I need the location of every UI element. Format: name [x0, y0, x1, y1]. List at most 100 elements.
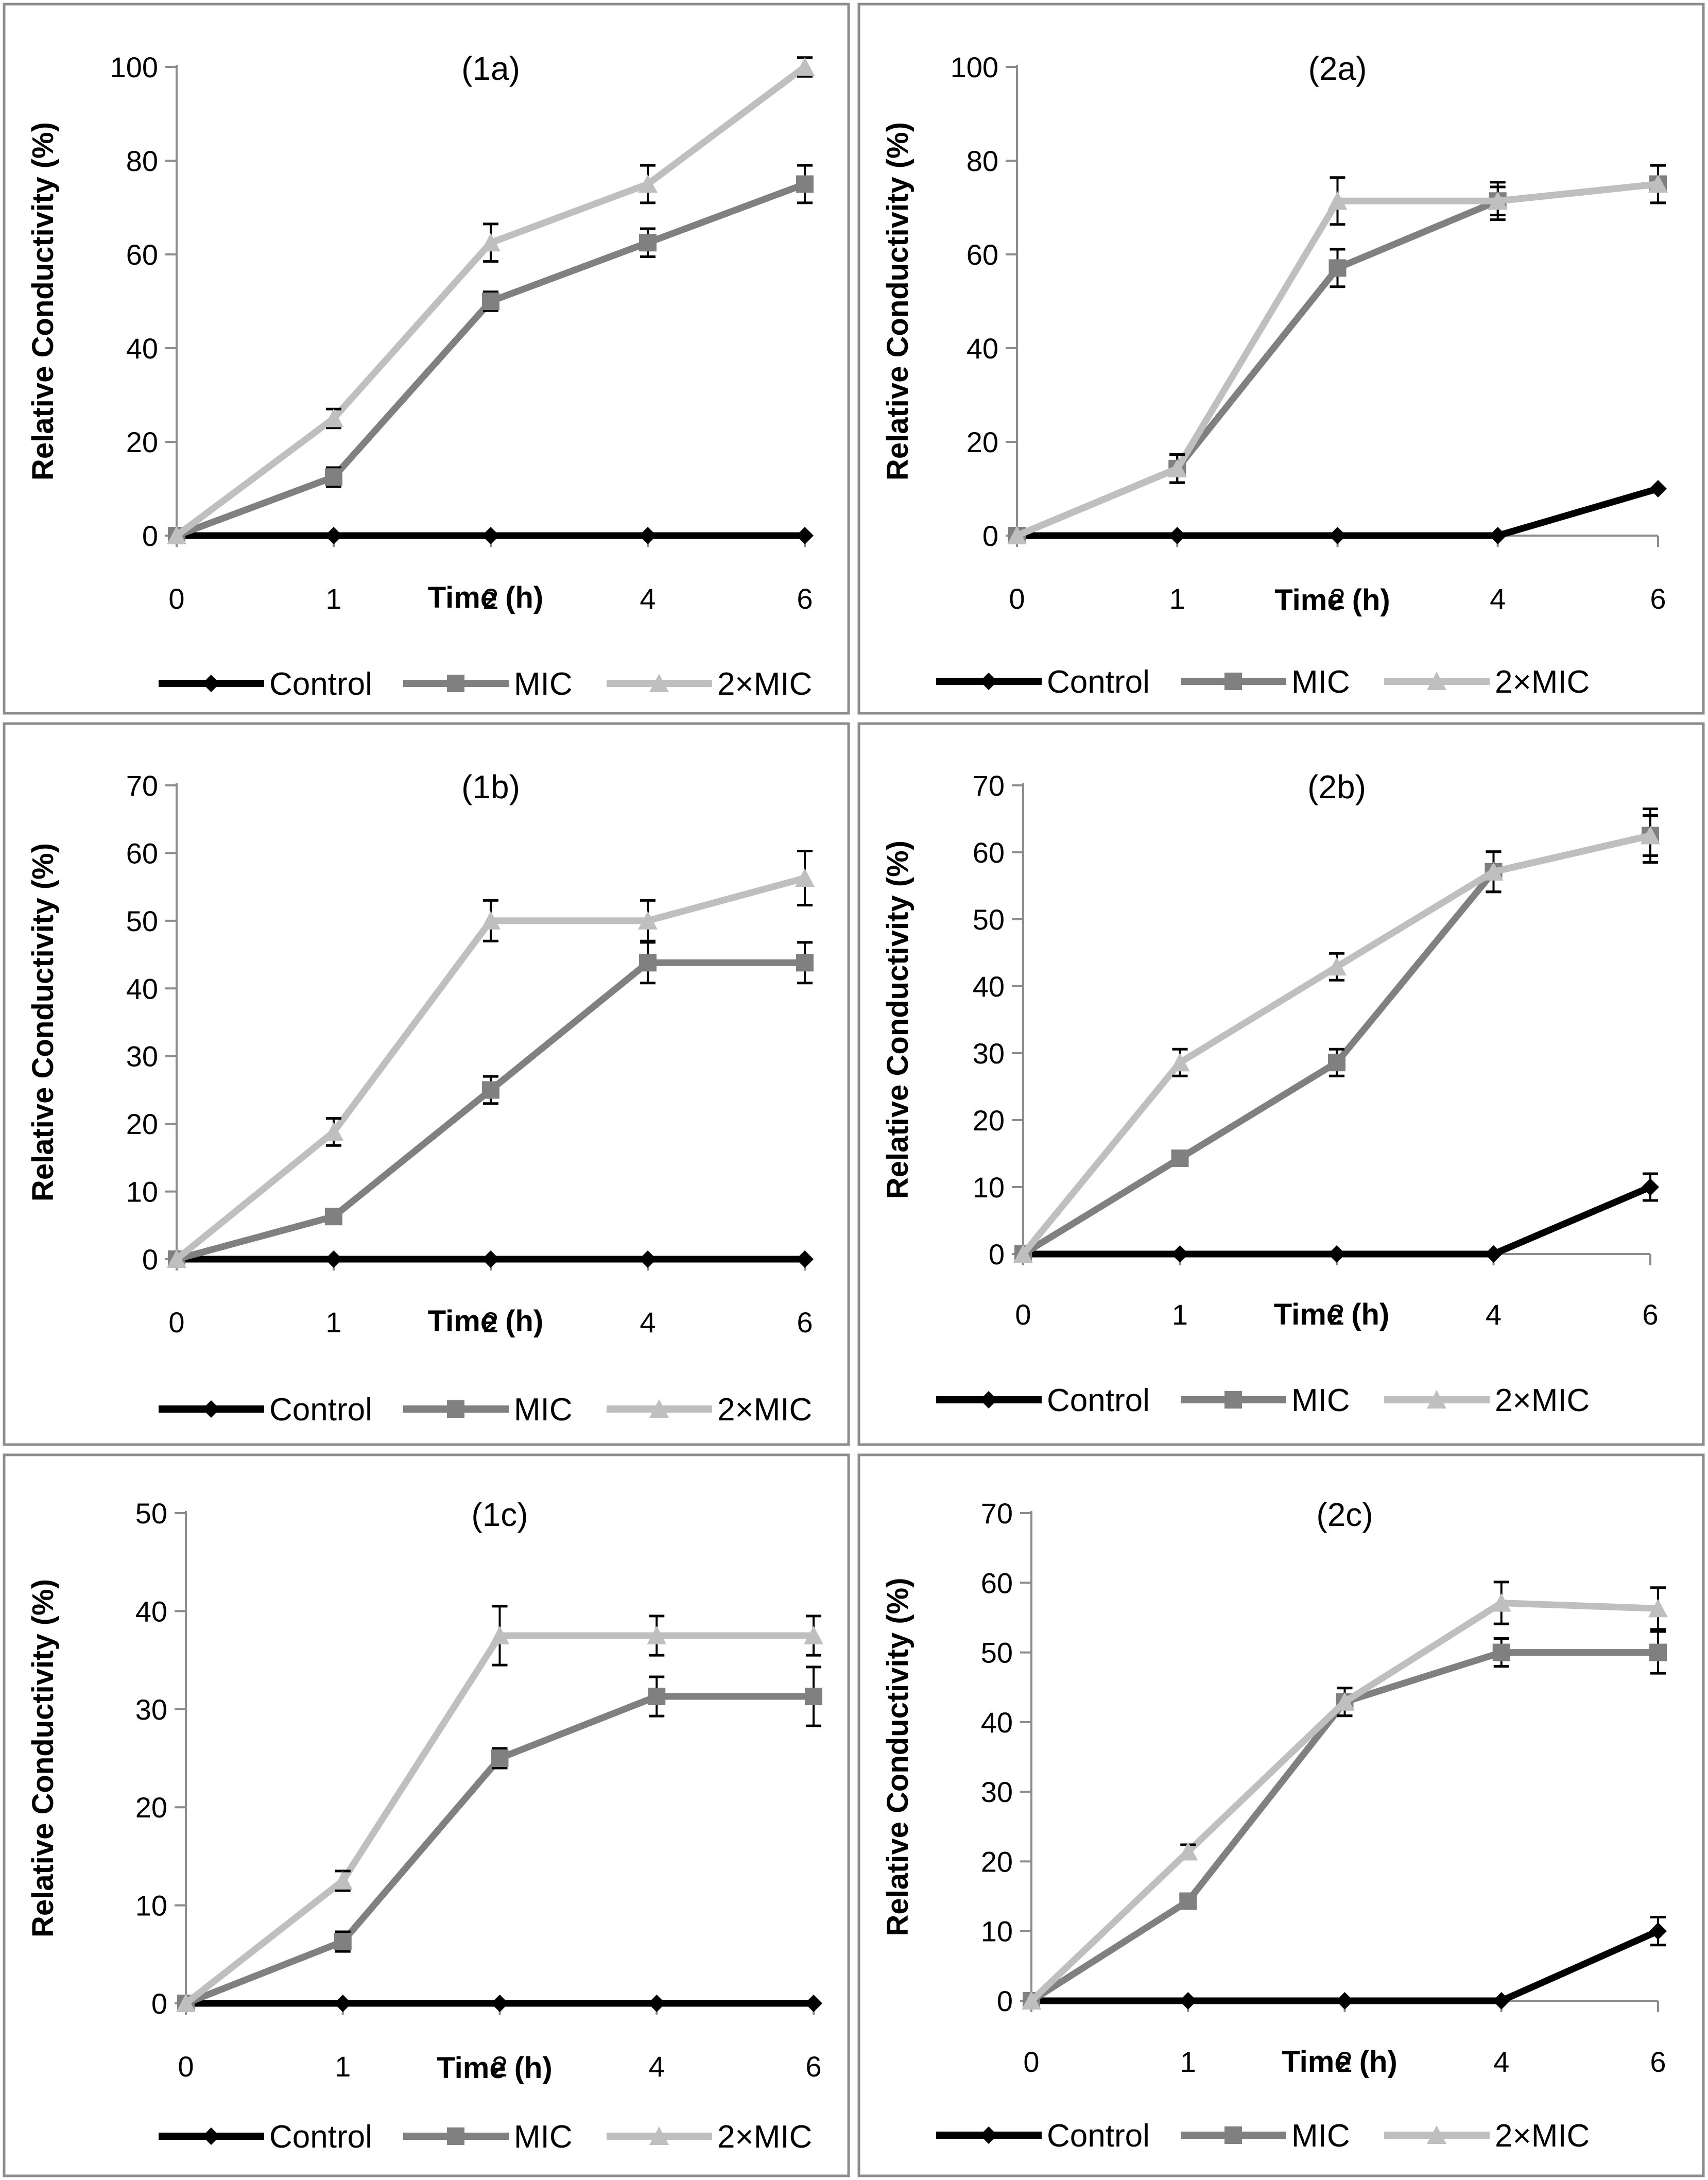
y-tick-label: 10 — [981, 1915, 1013, 1948]
data-point — [482, 1081, 499, 1099]
x-tick-label: 6 — [1642, 1298, 1658, 1331]
legend-marker — [1427, 2125, 1446, 2144]
x-tick-label: 6 — [1650, 2046, 1666, 2078]
data-point — [1641, 826, 1660, 845]
data-point — [1649, 1922, 1667, 1940]
y-tick-label: 50 — [981, 1637, 1013, 1669]
y-tick-label: 20 — [126, 426, 158, 458]
data-point — [647, 1626, 667, 1644]
data-point — [648, 1688, 666, 1706]
y-tick-label: 50 — [973, 903, 1005, 936]
y-tick-label: 40 — [135, 1595, 167, 1627]
chart-title: (1c) — [471, 1496, 528, 1533]
x-tick-label: 2 — [482, 582, 498, 615]
y-tick-label: 100 — [951, 51, 998, 83]
data-point — [1167, 458, 1187, 477]
legend-marker — [202, 1400, 220, 1418]
data-point — [1649, 480, 1667, 497]
data-point — [638, 911, 658, 930]
y-tick-label: 40 — [967, 332, 998, 365]
series-mic — [168, 164, 814, 544]
data-point — [482, 527, 499, 544]
legend-item-mic: MIC — [1181, 1383, 1350, 1418]
legend-item-2xmic: 2×MIC — [1384, 1383, 1590, 1418]
legend-marker — [980, 673, 997, 690]
data-point — [334, 1933, 352, 1951]
data-point — [325, 527, 342, 544]
x-tick-label: 0 — [168, 1306, 184, 1338]
x-tick-label: 6 — [1650, 582, 1666, 615]
x-tick-label: 2 — [1330, 582, 1345, 615]
data-point — [795, 868, 815, 887]
legend-label: 2×MIC — [1495, 664, 1590, 700]
legend-marker — [649, 1399, 669, 1418]
data-point — [167, 526, 186, 544]
y-axis-title: Relative Conductivity (%) — [881, 122, 915, 480]
legend-marker — [1224, 2126, 1242, 2144]
y-tick-label: 100 — [110, 51, 158, 83]
x-tick-label: 0 — [178, 2050, 194, 2083]
x-tick-label: 6 — [797, 1306, 813, 1338]
series-2xmic — [167, 56, 815, 544]
legend-label: Control — [1047, 2118, 1150, 2154]
x-axis-title: Time (h) — [428, 1304, 544, 1338]
y-tick-label: 30 — [973, 1037, 1005, 1070]
data-point — [1178, 1842, 1198, 1861]
series-2xmic — [176, 1605, 823, 2012]
data-point — [1013, 1244, 1033, 1263]
legend-marker — [1427, 672, 1446, 690]
legend-item-control: Control — [936, 664, 1150, 700]
legend-label: 2×MIC — [1495, 1383, 1590, 1418]
legend-item-2xmic: 2×MIC — [1384, 664, 1590, 700]
legend-item-mic: MIC — [1181, 2118, 1350, 2154]
panel-frame — [3, 722, 850, 1446]
y-tick-label: 20 — [973, 1104, 1005, 1137]
legend-item-control: Control — [159, 2119, 372, 2155]
x-tick-label: 1 — [325, 1306, 341, 1338]
legend-marker — [447, 2127, 464, 2145]
series-2xmic — [1007, 164, 1668, 544]
y-tick-label: 40 — [126, 332, 158, 365]
y-tick-label: 20 — [981, 1845, 1013, 1878]
data-point — [1329, 527, 1347, 544]
legend-marker — [1224, 1391, 1242, 1409]
legend-label: 2×MIC — [717, 666, 812, 702]
x-tick-label: 4 — [640, 582, 655, 615]
data-point — [796, 175, 814, 193]
y-tick-label: 10 — [973, 1171, 1005, 1204]
data-point — [482, 1250, 499, 1268]
data-point — [639, 527, 657, 544]
panel-frame — [857, 3, 1705, 715]
y-axis-title: Relative Conductivity (%) — [26, 122, 60, 480]
data-point — [805, 1688, 822, 1706]
x-tick-label: 2 — [1337, 2046, 1353, 2078]
data-point — [1179, 1992, 1197, 2010]
data-point — [1483, 862, 1504, 881]
legend-marker — [649, 2126, 669, 2145]
legend-label: Control — [1047, 1383, 1150, 1418]
y-tick-label: 20 — [967, 426, 998, 458]
y-tick-label: 30 — [135, 1693, 167, 1726]
y-tick-label: 10 — [135, 1890, 167, 1922]
y-tick-label: 0 — [142, 520, 158, 552]
data-point — [325, 1250, 342, 1268]
x-tick-label: 0 — [168, 582, 184, 615]
legend-label: Control — [1047, 664, 1150, 700]
series-mic — [168, 941, 814, 1268]
x-tick-label: 4 — [1486, 1298, 1502, 1331]
y-tick-label: 50 — [126, 905, 158, 937]
data-point — [1648, 1599, 1668, 1618]
y-tick-label: 70 — [126, 769, 158, 802]
legend-item-control: Control — [936, 2118, 1150, 2154]
data-point — [1642, 1178, 1659, 1196]
data-point — [333, 1871, 353, 1890]
x-tick-label: 1 — [335, 2050, 351, 2083]
data-point — [796, 527, 814, 544]
chart-panel--1b-: 0 10 20 30 40 50 60 70 0 1 2 4 6 (1b) Time (h) Relative… — [3, 722, 850, 1446]
x-tick-label: 0 — [1015, 1298, 1031, 1331]
legend-label: Control — [269, 2119, 372, 2155]
legend-item-2xmic: 2×MIC — [607, 2119, 812, 2155]
y-tick-label: 20 — [135, 1791, 167, 1824]
legend-item-2xmic: 2×MIC — [607, 666, 812, 702]
panel-frame — [3, 3, 850, 715]
